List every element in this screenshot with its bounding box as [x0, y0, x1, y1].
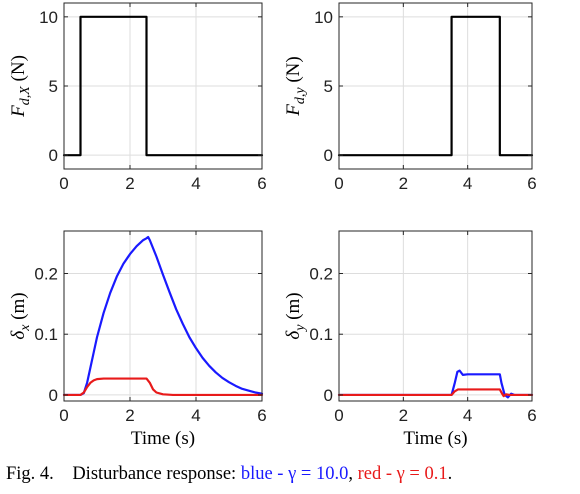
y-axis-label-main: F	[283, 104, 304, 117]
x-tick-label-0: 0	[59, 174, 68, 193]
y-tick-label-2: 0.2	[309, 265, 333, 284]
caption-red-label: red - γ = 0.1	[357, 464, 448, 484]
y-axis-label-unit: (N)	[8, 55, 29, 86]
x-axis-label: Time (s)	[131, 428, 195, 449]
chart-top-left: 0 2 4 6 0 5 10 Fd,X (N)	[8, 2, 267, 193]
y-tick-label-1: 5	[324, 77, 333, 96]
y-axis-label: Fd,y (N)	[283, 56, 308, 116]
y-axis-label-unit: (N)	[283, 56, 304, 87]
axes-frame	[338, 230, 533, 402]
y-axis-label-main: F	[8, 105, 29, 118]
y-axis-label: δy (m)	[283, 292, 308, 339]
x-tick-label-3: 6	[257, 406, 266, 425]
x-tick-label-3: 6	[527, 174, 536, 193]
chart-top-right: 0 2 4 6 0 5 10 Fd,y (N)	[283, 2, 537, 193]
x-tick-label-2: 4	[463, 174, 472, 193]
y-axis-label-main: δ	[8, 330, 29, 340]
x-tick-label-1: 2	[125, 174, 134, 193]
y-tick-label-1: 5	[49, 77, 58, 96]
series-line-0	[62, 235, 264, 397]
y-axis-label-main: δ	[283, 330, 304, 340]
y-tick-label-2: 0.2	[34, 265, 58, 284]
axes-frame	[63, 230, 263, 402]
y-axis-label: Fd,X (N)	[8, 55, 33, 118]
x-tick-label-2: 4	[191, 406, 200, 425]
caption-separator: ,	[348, 464, 353, 484]
y-tick-label-2: 10	[314, 8, 333, 27]
y-tick-label-0: 0	[49, 386, 58, 405]
caption-fig-number: Fig. 4.	[6, 464, 54, 484]
series-line-1	[337, 388, 534, 398]
x-tick-label-2: 4	[463, 406, 472, 425]
y-tick-label-1: 0.1	[309, 325, 333, 344]
caption-end: .	[447, 464, 453, 484]
x-tick-label-3: 6	[527, 406, 536, 425]
x-tick-label-1: 2	[399, 174, 408, 193]
chart-bottom-right: 0 2 4 600.10.2δy (m)Time (s)	[283, 230, 537, 449]
y-axis-label-sub: y	[293, 324, 308, 333]
y-tick-label-0: 0	[49, 146, 58, 165]
y-axis-label-sub: d,X	[18, 86, 33, 106]
y-tick-label-0: 0	[324, 146, 333, 165]
x-tick-label-3: 6	[257, 174, 266, 193]
caption-text: Disturbance response:	[72, 464, 237, 484]
x-axis-label: Time (s)	[403, 428, 467, 449]
caption-blue-label: blue - γ = 10.0	[240, 464, 349, 484]
y-tick-label-0: 0	[324, 386, 333, 405]
y-axis-label: δx (m)	[8, 292, 33, 339]
x-tick-label-0: 0	[334, 406, 343, 425]
y-tick-label-2: 10	[39, 8, 58, 27]
plot-area	[64, 231, 262, 401]
y-axis-label-sub: x	[18, 324, 33, 332]
x-tick-label-1: 2	[399, 406, 408, 425]
y-axis-label-unit: (m)	[8, 292, 29, 324]
plot-area	[339, 231, 532, 401]
figure-caption: Fig. 4. Disturbance response: blue - γ =…	[6, 464, 580, 485]
x-tick-label-0: 0	[334, 174, 343, 193]
x-tick-label-1: 2	[125, 406, 134, 425]
x-tick-label-2: 4	[191, 174, 200, 193]
series-line-0	[337, 15, 534, 157]
chart-bottom-left: 0 2 4 600.10.2δx (m)Time (s)	[8, 230, 267, 449]
x-tick-label-0: 0	[59, 406, 68, 425]
y-axis-label-sub: d,y	[293, 87, 308, 105]
y-axis-label-unit: (m)	[283, 292, 304, 324]
series-line-1	[62, 377, 264, 397]
y-tick-label-1: 0.1	[34, 325, 58, 344]
series-line-0	[62, 15, 264, 157]
